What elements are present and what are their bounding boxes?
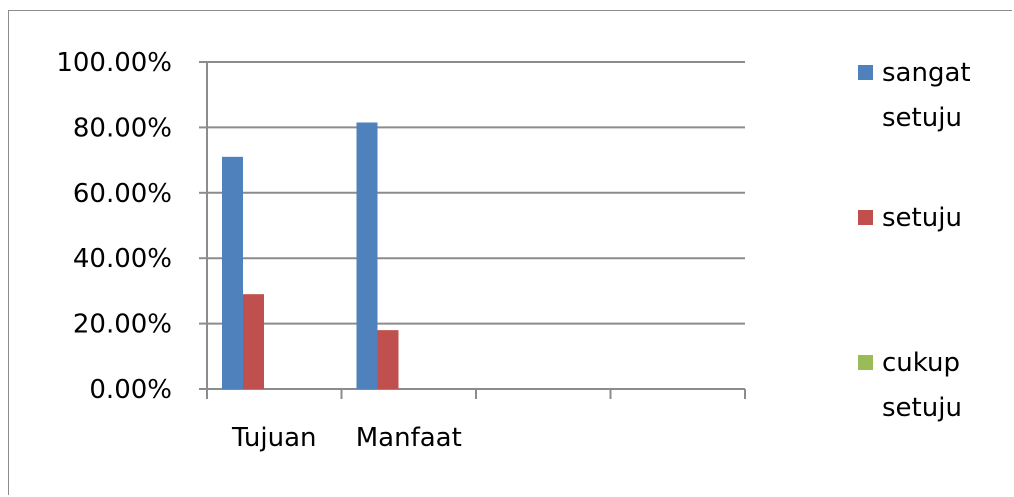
legend-label: sangat: [882, 58, 971, 88]
legend-label: cukup: [882, 348, 960, 378]
gridlines: [207, 61, 745, 325]
bar: [356, 122, 378, 390]
legend-label: setuju: [882, 103, 962, 133]
bars: [222, 122, 399, 390]
y-tick-labels: 0.00% 20.00% 40.00% 60.00% 80.00% 100.00%: [56, 48, 172, 405]
legend-swatch: [858, 355, 873, 370]
bar: [243, 294, 264, 389]
axes: [199, 61, 746, 399]
x-category-label: Tujuan: [231, 423, 317, 453]
legend-label: setuju: [882, 203, 962, 233]
y-tick-label: 60.00%: [73, 179, 172, 209]
y-tick-label: 40.00%: [73, 244, 172, 274]
x-category-label: Manfaat: [356, 423, 462, 453]
y-tick-label: 0.00%: [89, 375, 172, 405]
legend: sangat setuju setuju cukup setuju: [858, 58, 971, 423]
y-tick-label: 20.00%: [73, 310, 172, 340]
legend-swatch: [858, 210, 873, 225]
y-tick-label: 80.00%: [73, 113, 172, 143]
x-category-labels: Tujuan Manfaat: [231, 423, 462, 453]
y-tick-label: 100.00%: [56, 48, 172, 78]
bar: [222, 156, 243, 389]
chart-frame: [8, 10, 1012, 495]
legend-label: setuju: [882, 393, 962, 423]
legend-swatch: [858, 65, 873, 80]
bar: [377, 330, 399, 389]
